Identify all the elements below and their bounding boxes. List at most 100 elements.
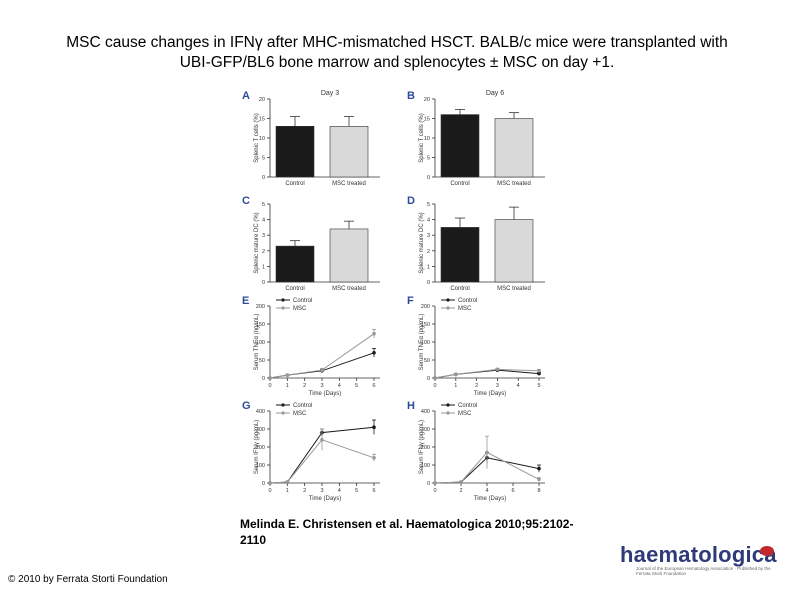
panel-a-y-tick-label: 10 [259, 136, 265, 142]
panel-c-letter: C [242, 195, 250, 207]
slide-title-line-1: MSC cause changes in IFNγ after MHC-mism… [66, 34, 728, 51]
panel-c-ylabel: Splenic mature DC (%) [254, 212, 260, 273]
panel-f-y-tick-label: 0 [427, 376, 430, 382]
panel-e-legend-label-msc: MSC [293, 306, 307, 312]
panel-d-y-tick-label: 4 [427, 218, 430, 224]
panel-c-y-tick-label: 2 [262, 249, 265, 255]
panel-e-legend-label-control: Control [293, 298, 312, 304]
panel-e-y-tick-label: 200 [256, 304, 265, 310]
panel-a-title: Day 3 [321, 90, 339, 97]
panel-g-x-tick-label: 1 [286, 488, 289, 494]
panel-h-xlabel: Time (Days) [474, 496, 506, 502]
panel-f-y-tick-label: 50 [424, 358, 430, 364]
panel-g-line-msc [269, 439, 375, 484]
panel-g-point-msc [372, 456, 376, 460]
panel-d-category-label: MSC treated [497, 286, 531, 292]
panel-g-ylabel: Serum IFNγ (pg/mL) [254, 420, 260, 474]
panel-e-ylabel: Serum TNFα (ng/mL) [254, 314, 260, 371]
panel-e-x-tick-label: 4 [338, 383, 341, 389]
panel-d-y-tick-label: 3 [427, 233, 430, 239]
citation: Melinda E. Christensen et al. Haematolog… [240, 517, 574, 547]
panel-h-x-tick-label: 6 [511, 488, 514, 494]
panel-c-category-label: Control [285, 286, 304, 292]
slide-title-line-2: UBI-GFP/BL6 bone marrow and splenocytes … [179, 54, 615, 71]
panel-e-point-msc [285, 373, 290, 377]
panel-c-category-label: MSC treated [332, 286, 366, 292]
panel-c-y-tick-label: 3 [262, 233, 265, 239]
panel-d-y-tick-label: 5 [427, 202, 430, 208]
panel-g-letter: G [242, 400, 251, 412]
panel-h-x-tick-label: 8 [537, 488, 540, 494]
panel-d-y-tick-label: 2 [427, 249, 430, 255]
panel-h-ylabel: Serum IFNγ (pg/mL) [419, 420, 425, 474]
figure-panels: A Splenic T cells (%) 0 5 10 15 20 Day 3 Control… [230, 85, 560, 505]
panel-h-line-msc [434, 451, 540, 484]
panel-e-point-msc [268, 376, 272, 380]
panel-e-x-tick-label: 5 [355, 383, 358, 389]
panel-c-bar-msc [329, 228, 369, 283]
panel-e-point-control [372, 351, 376, 355]
panel-a-y-tick-label: 0 [262, 175, 265, 181]
panel-c-y-tick-label: 5 [262, 202, 265, 208]
panel-f-y-tick-label: 100 [421, 340, 430, 346]
panel-f-y-tick-label: 150 [421, 322, 430, 328]
panel-c-y-tick-label: 0 [262, 280, 265, 286]
panel-f-line-msc [434, 368, 540, 379]
panel-b-letter: B [407, 90, 415, 102]
panel-a-y-tick-label: 5 [262, 156, 265, 162]
panel-g-legend-marker-msc [281, 411, 285, 415]
logo-emblem-icon [760, 546, 774, 556]
panel-h-x-tick-label: 2 [459, 488, 462, 494]
panel-g-point-msc [285, 480, 290, 484]
panel-b-category-label: Control [450, 181, 469, 187]
panel-d-y-tick-label: 0 [427, 280, 430, 286]
panel-e-x-tick-label: 2 [303, 383, 306, 389]
panel-g-y-tick-label: 0 [262, 481, 265, 487]
panel-f-x-tick-label: 5 [537, 383, 540, 389]
panel-g-x-tick-label: 4 [338, 488, 341, 494]
panel-g-legend-label-msc: MSC [293, 411, 307, 417]
panel-h-y-tick-label: 200 [421, 445, 430, 451]
panel-g-y-tick-label: 300 [256, 427, 265, 433]
panel-f-x-tick-label: 2 [475, 383, 478, 389]
panel-f-ylabel: Serum TNFα (pg/mL) [419, 314, 425, 371]
panel-e-y-tick-label: 150 [256, 322, 265, 328]
panel-h-point-msc [485, 450, 489, 455]
panel-h-legend-marker-msc [446, 411, 450, 415]
panel-a-ylabel: Splenic T cells (%) [254, 113, 260, 162]
panel-b-y-tick-label: 10 [424, 136, 430, 142]
panel-f-line-control [434, 369, 540, 379]
panel-f-legend-label-msc: MSC [458, 306, 472, 312]
panel-e-x-tick-label: 0 [268, 383, 271, 389]
panel-f-legend-marker-control [446, 298, 450, 302]
panel-h-legend-marker-control [446, 403, 450, 407]
journal-logo: haematologica Journal of the European He… [600, 538, 782, 582]
panel-e-letter: E [242, 295, 249, 307]
panel-a-y-tick-label: 15 [259, 117, 265, 123]
panel-g-y-tick-label: 200 [256, 445, 265, 451]
panel-h-x-tick-label: 4 [485, 488, 488, 494]
panel-b-bar-msc [494, 118, 534, 178]
panel-c-bar-control [275, 245, 315, 283]
panel-h-x-tick-label: 0 [433, 488, 436, 494]
panel-g-x-tick-label: 3 [320, 488, 323, 494]
panel-g-legend-label-control: Control [293, 403, 312, 409]
panel-h-y-tick-label: 0 [427, 481, 430, 487]
panel-f-xlabel: Time (Days) [474, 391, 506, 397]
panel-b-ylabel: Splenic T cells (%) [419, 113, 425, 162]
panel-e-x-tick-label: 3 [320, 383, 323, 389]
panel-f-point-control [537, 371, 541, 376]
panel-h-point-control [537, 466, 541, 471]
panel-d-letter: D [407, 195, 415, 207]
panel-d-y-tick-label: 1 [427, 264, 430, 270]
panel-h-y-tick-label: 300 [421, 427, 430, 433]
panel-g-point-msc [320, 438, 324, 442]
panel-f-letter: F [407, 295, 414, 307]
panel-d-bar-control [440, 227, 480, 283]
panel-g-x-tick-label: 6 [372, 488, 375, 494]
panel-h-letter: H [407, 400, 415, 412]
panel-f-legend-marker-msc [446, 306, 450, 310]
panel-a-bar-control [275, 125, 315, 178]
panel-e-y-tick-label: 50 [259, 358, 265, 364]
panel-f-x-tick-label: 3 [496, 383, 499, 389]
